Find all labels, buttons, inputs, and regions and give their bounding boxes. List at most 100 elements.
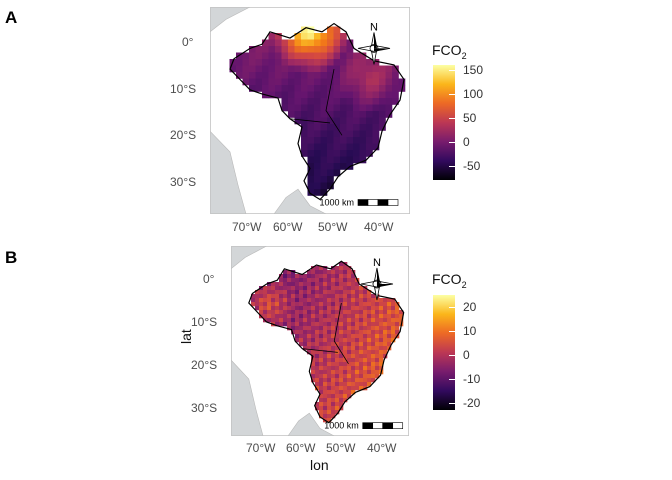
map-b-cell <box>331 402 336 407</box>
map-b-cell <box>311 322 316 327</box>
map-a-cell <box>301 137 308 144</box>
map-a-cell <box>320 52 328 60</box>
map-a-cell <box>307 143 315 151</box>
map-b-cell <box>311 374 316 379</box>
map-b-cell <box>351 358 356 363</box>
map-b-cell <box>331 374 336 379</box>
map-b-cell <box>347 354 352 359</box>
map-b-cell <box>291 318 296 323</box>
map-b-cell <box>387 302 392 307</box>
map-a-cell <box>262 78 269 86</box>
map-b-cell <box>307 318 312 323</box>
map-b-cell <box>363 314 368 319</box>
map-b-cell <box>339 282 344 287</box>
map-b-cell <box>251 298 256 303</box>
map-a-cell <box>268 52 276 60</box>
map-b-cell <box>311 366 316 371</box>
map-b-cell <box>291 286 296 291</box>
map-b-cell <box>367 310 372 315</box>
map-b-cell <box>355 338 360 343</box>
map-b-cell <box>367 374 372 379</box>
map-b-cell <box>319 406 324 411</box>
map-b-cell <box>319 346 324 351</box>
map-b-cell <box>387 322 392 327</box>
map-b-cell <box>351 362 356 367</box>
map-a-cell <box>314 111 321 118</box>
map-a-cell <box>314 78 321 86</box>
map-b-cell <box>311 294 316 299</box>
map-a-cell <box>366 78 373 86</box>
map-b-cell <box>379 350 384 355</box>
map-b-cell <box>335 306 340 311</box>
map-b-cell <box>355 290 360 295</box>
map-a-cell <box>333 117 341 125</box>
map-a-cell <box>288 85 295 92</box>
map-b-cell <box>363 366 368 371</box>
map-a-cell <box>333 104 341 112</box>
map-b-cell <box>295 290 300 295</box>
map-b-cell <box>335 346 340 351</box>
map-a-cell <box>327 91 334 99</box>
map-a-cell <box>333 111 341 118</box>
map-b-cell <box>395 326 400 331</box>
map-b-cell <box>287 310 292 315</box>
map-b-cell <box>395 306 400 311</box>
map-b-cell <box>387 314 392 319</box>
map-b-cell <box>327 402 332 407</box>
map-b-cell <box>379 318 384 323</box>
map-b-cell <box>271 314 276 319</box>
map-a-cell <box>314 39 321 47</box>
map-b-cell <box>367 358 372 363</box>
map-b-cell <box>375 370 380 375</box>
map-a-cell <box>320 65 328 73</box>
map-b-cell <box>379 346 384 351</box>
map-b-cell <box>359 354 364 359</box>
map-b-cell <box>363 330 368 335</box>
map-b-cell <box>275 302 280 307</box>
map-b-cell <box>359 290 364 295</box>
map-a-cell <box>359 150 367 157</box>
map-a-cell <box>359 156 367 164</box>
map-a-cell <box>249 85 256 92</box>
map-a-state-lines <box>289 69 343 136</box>
map-b-cell <box>331 302 336 307</box>
map-a-cell <box>314 163 321 170</box>
map-b-cell <box>299 286 304 291</box>
map-b-cell <box>343 342 348 347</box>
map-a-cell <box>307 33 315 40</box>
map-b-cell <box>351 314 356 319</box>
map-b-cell <box>383 346 388 351</box>
map-a-cell <box>320 176 328 183</box>
map-b-cell <box>311 298 316 303</box>
map-b-cell <box>319 394 324 399</box>
map-a-cell <box>327 156 334 164</box>
map-b-cell <box>355 318 360 323</box>
map-b-cell <box>319 266 324 271</box>
map-b-cell <box>315 366 320 371</box>
map-a-cell <box>281 91 289 99</box>
map-a-cell <box>366 150 373 157</box>
map-b-cell <box>375 302 380 307</box>
map-a-cell <box>372 124 380 131</box>
map-b-cell <box>291 330 296 335</box>
map-b-cell <box>347 390 352 395</box>
map-b-cell <box>339 394 344 399</box>
map-a-cell <box>359 104 367 112</box>
map-b-cell <box>371 322 376 327</box>
map-a-cell <box>294 104 302 112</box>
map-b-cell <box>343 278 348 283</box>
map-a-cell <box>353 78 360 86</box>
map-b-cell <box>335 334 340 339</box>
map-b-cell <box>375 322 380 327</box>
map-a-cell <box>340 52 347 60</box>
map-b-north-arrow-icon <box>360 267 394 301</box>
map-b-cell <box>299 306 304 311</box>
map-a-cell <box>301 130 308 138</box>
map-b-cell <box>339 330 344 335</box>
map-a-cell <box>307 182 315 190</box>
map-b-cell <box>331 310 336 315</box>
map-b-cell <box>343 270 348 275</box>
map-b-cell <box>331 362 336 367</box>
map-b-cell <box>371 334 376 339</box>
map-b-cell <box>291 282 296 287</box>
